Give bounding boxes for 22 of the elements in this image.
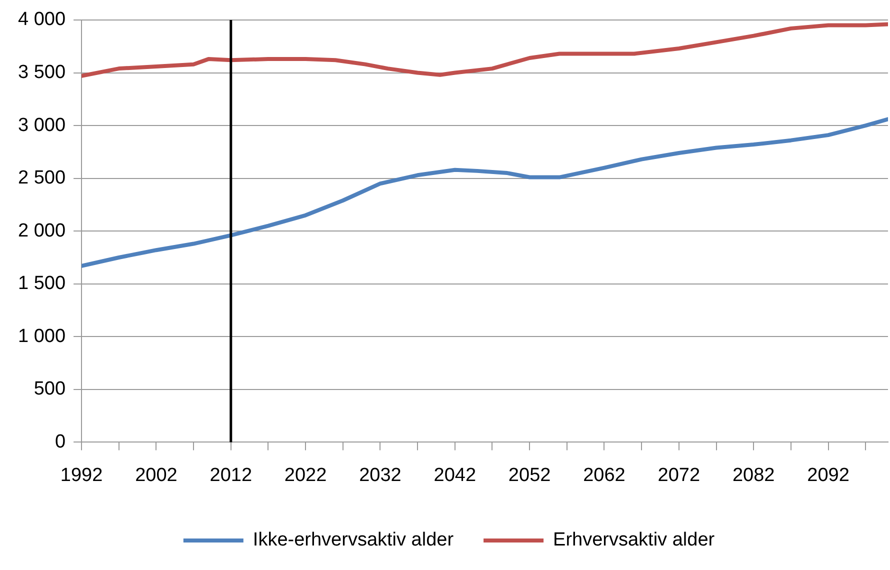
- y-tick-label: 500: [34, 378, 66, 400]
- x-tick-label: 2032: [359, 464, 402, 486]
- x-tick-label: 2052: [508, 464, 551, 486]
- x-tick-label: 2022: [284, 464, 327, 486]
- y-tick-label: 4 000: [18, 9, 66, 30]
- x-tick-label: 2072: [658, 464, 700, 486]
- x-tick-label: 2012: [210, 464, 252, 486]
- legend-label: Ikke-erhvervsaktiv alder: [252, 530, 454, 551]
- y-tick-label: 1 500: [18, 273, 66, 294]
- y-tick-label: 2 500: [18, 168, 66, 189]
- x-tick-label: 2002: [135, 464, 178, 486]
- y-tick-label: 1 000: [18, 326, 66, 347]
- x-tick-label: 2082: [732, 464, 775, 486]
- x-tick-label: 1992: [60, 464, 103, 486]
- x-tick-label: 2092: [807, 464, 850, 486]
- y-tick-label: 3 000: [18, 114, 66, 136]
- legend-label: Erhvervsaktiv alder: [553, 530, 716, 551]
- x-tick-label: 2042: [434, 464, 476, 486]
- y-tick-label: 0: [54, 431, 66, 452]
- y-tick-label: 3 500: [18, 62, 66, 84]
- x-tick-label: 2062: [583, 464, 626, 486]
- y-tick-label: 2 000: [18, 220, 66, 242]
